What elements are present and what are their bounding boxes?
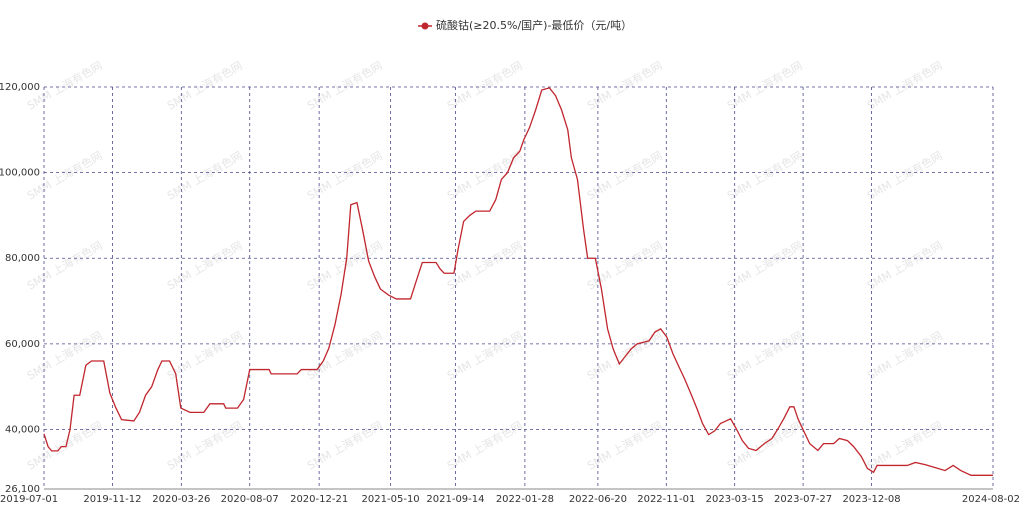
watermark: SMM 上海有色网: [865, 148, 945, 202]
watermark: SMM 上海有色网: [25, 238, 105, 292]
x-tick-label: 2020-08-07: [221, 494, 279, 505]
watermark: SMM 上海有色网: [725, 238, 805, 292]
watermark: SMM 上海有色网: [865, 238, 945, 292]
watermark: SMM 上海有色网: [445, 238, 525, 292]
watermark: SMM 上海有色网: [305, 418, 385, 472]
watermark: SMM 上海有色网: [445, 58, 525, 112]
watermark: SMM 上海有色网: [25, 328, 105, 382]
watermark: SMM 上海有色网: [165, 418, 245, 472]
watermark: SMM 上海有色网: [445, 328, 525, 382]
watermark: SMM 上海有色网: [865, 58, 945, 112]
watermark: SMM 上海有色网: [165, 148, 245, 202]
x-tick-label: 2024-08-02: [962, 494, 1020, 505]
watermark: SMM 上海有色网: [725, 58, 805, 112]
watermark: SMM 上海有色网: [725, 328, 805, 382]
watermark: SMM 上海有色网: [585, 148, 665, 202]
legend-marker: [421, 22, 429, 30]
legend: 硫酸钴(≥20.5%/国产)-最低价（元/吨）: [418, 18, 632, 32]
watermark: SMM 上海有色网: [165, 328, 245, 382]
x-tick-label: 2022-06-20: [569, 494, 627, 505]
y-tick-label: 120,000: [0, 82, 40, 93]
x-tick-label: 2022-01-28: [496, 494, 554, 505]
watermark: SMM 上海有色网: [725, 148, 805, 202]
watermark: SMM 上海有色网: [305, 58, 385, 112]
watermark: SMM 上海有色网: [445, 148, 525, 202]
x-tick-label: 2023-12-08: [842, 494, 900, 505]
watermark: SMM 上海有色网: [445, 418, 525, 472]
watermark: SMM 上海有色网: [865, 418, 945, 472]
y-tick-label: 80,000: [5, 253, 40, 264]
watermark: SMM 上海有色网: [165, 58, 245, 112]
x-tick-label: 2020-12-21: [290, 494, 348, 505]
line-series: [43, 87, 993, 476]
watermark: SMM 上海有色网: [585, 58, 665, 112]
x-tick-label: 2022-11-01: [637, 494, 695, 505]
y-tick-label: 100,000: [0, 168, 40, 179]
y-tick-label: 26,100: [5, 484, 40, 495]
x-tick-label: 2023-03-15: [706, 494, 764, 505]
watermark: SMM 上海有色网: [305, 328, 385, 382]
watermark: SMM 上海有色网: [165, 238, 245, 292]
watermark: SMM 上海有色网: [725, 418, 805, 472]
x-tick-label: 2019-07-01: [0, 494, 58, 505]
x-tick-label: 2019-11-12: [83, 494, 141, 505]
legend-label: 硫酸钴(≥20.5%/国产)-最低价（元/吨）: [436, 18, 632, 32]
x-tick-label: 2021-05-10: [362, 494, 420, 505]
x-tick-label: 2020-03-26: [152, 494, 210, 505]
watermark: SMM 上海有色网: [865, 328, 945, 382]
x-tick-label: 2021-09-14: [426, 494, 484, 505]
y-tick-label: 40,000: [5, 424, 40, 435]
watermark: SMM 上海有色网: [305, 148, 385, 202]
watermark: SMM 上海有色网: [585, 418, 665, 472]
watermark: SMM 上海有色网: [305, 238, 385, 292]
y-tick-label: 60,000: [5, 339, 40, 350]
x-tick-label: 2023-07-27: [774, 494, 832, 505]
